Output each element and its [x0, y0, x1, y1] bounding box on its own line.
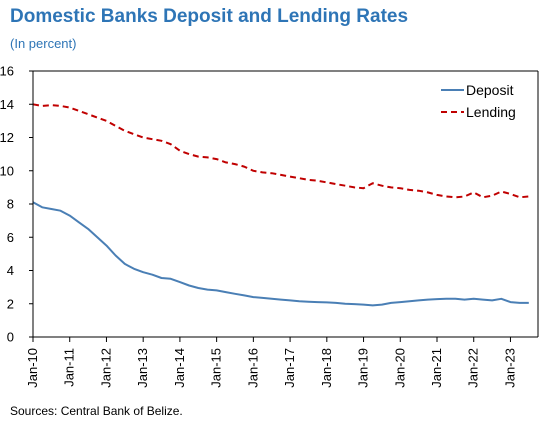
chart-title: Domestic Banks Deposit and Lending Rates [10, 6, 409, 27]
legend: Deposit Lending [441, 82, 516, 120]
x-tick-label: Jan-12 [98, 348, 113, 388]
chart-subtitle: (In percent) [10, 36, 77, 51]
y-axis-ticks: 0 2 4 6 8 10 12 14 16 [0, 64, 33, 345]
x-tick-label: Jan-18 [319, 348, 334, 388]
legend-label-deposit: Deposit [466, 82, 514, 98]
source-note: Sources: Central Bank of Belize. [10, 404, 183, 418]
series-line-deposit [32, 201, 529, 307]
y-tick-label: 10 [0, 163, 14, 178]
y-tick-label: 0 [7, 330, 14, 345]
y-tick-label: 14 [0, 97, 14, 112]
x-tick-label: Jan-14 [172, 348, 187, 388]
x-tick-label: Jan-10 [25, 348, 40, 388]
x-tick-label: Jan-11 [62, 348, 77, 387]
y-tick-label: 4 [7, 263, 14, 278]
y-tick-label: 16 [0, 64, 14, 79]
x-tick-label: Jan-16 [245, 348, 260, 388]
y-tick-label: 6 [7, 230, 14, 245]
x-tick-label: Jan-21 [429, 348, 444, 388]
series-line-lending [32, 103, 529, 199]
series-layer [32, 103, 529, 307]
x-axis-ticks: Jan-10 Jan-11 Jan-12 Jan-13 Jan-14 Jan-15 Jan-… [25, 337, 517, 388]
x-tick-label: Jan-19 [356, 348, 371, 388]
y-tick-label: 8 [7, 197, 14, 212]
x-tick-label: Jan-15 [209, 348, 224, 388]
y-tick-label: 12 [0, 130, 14, 145]
legend-label-lending: Lending [466, 104, 516, 120]
x-tick-label: Jan-22 [466, 348, 481, 388]
x-tick-label: Jan-20 [392, 348, 407, 388]
y-tick-label: 2 [7, 296, 14, 311]
x-tick-label: Jan-17 [282, 348, 297, 388]
x-tick-label: Jan-23 [502, 348, 517, 388]
x-tick-label: Jan-13 [135, 348, 150, 388]
